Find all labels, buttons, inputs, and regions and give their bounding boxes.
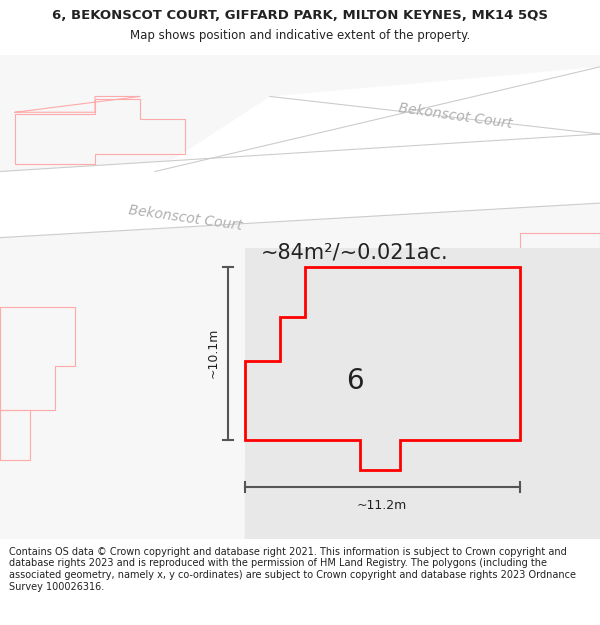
Text: Map shows position and indicative extent of the property.: Map shows position and indicative extent… <box>130 29 470 42</box>
Polygon shape <box>155 67 600 171</box>
Text: ~11.2m: ~11.2m <box>357 499 407 512</box>
Polygon shape <box>0 134 600 238</box>
Polygon shape <box>245 248 600 539</box>
Text: ~84m²/~0.021ac.: ~84m²/~0.021ac. <box>261 242 449 262</box>
Text: Bekonscot Court: Bekonscot Court <box>397 101 513 131</box>
Text: 6: 6 <box>346 367 364 395</box>
Text: Bekonscot Court: Bekonscot Court <box>127 203 243 232</box>
Text: 6, BEKONSCOT COURT, GIFFARD PARK, MILTON KEYNES, MK14 5QS: 6, BEKONSCOT COURT, GIFFARD PARK, MILTON… <box>52 9 548 22</box>
Text: Contains OS data © Crown copyright and database right 2021. This information is : Contains OS data © Crown copyright and d… <box>9 547 576 592</box>
Polygon shape <box>245 248 520 469</box>
Text: ~10.1m: ~10.1m <box>206 328 220 378</box>
Polygon shape <box>245 268 520 469</box>
